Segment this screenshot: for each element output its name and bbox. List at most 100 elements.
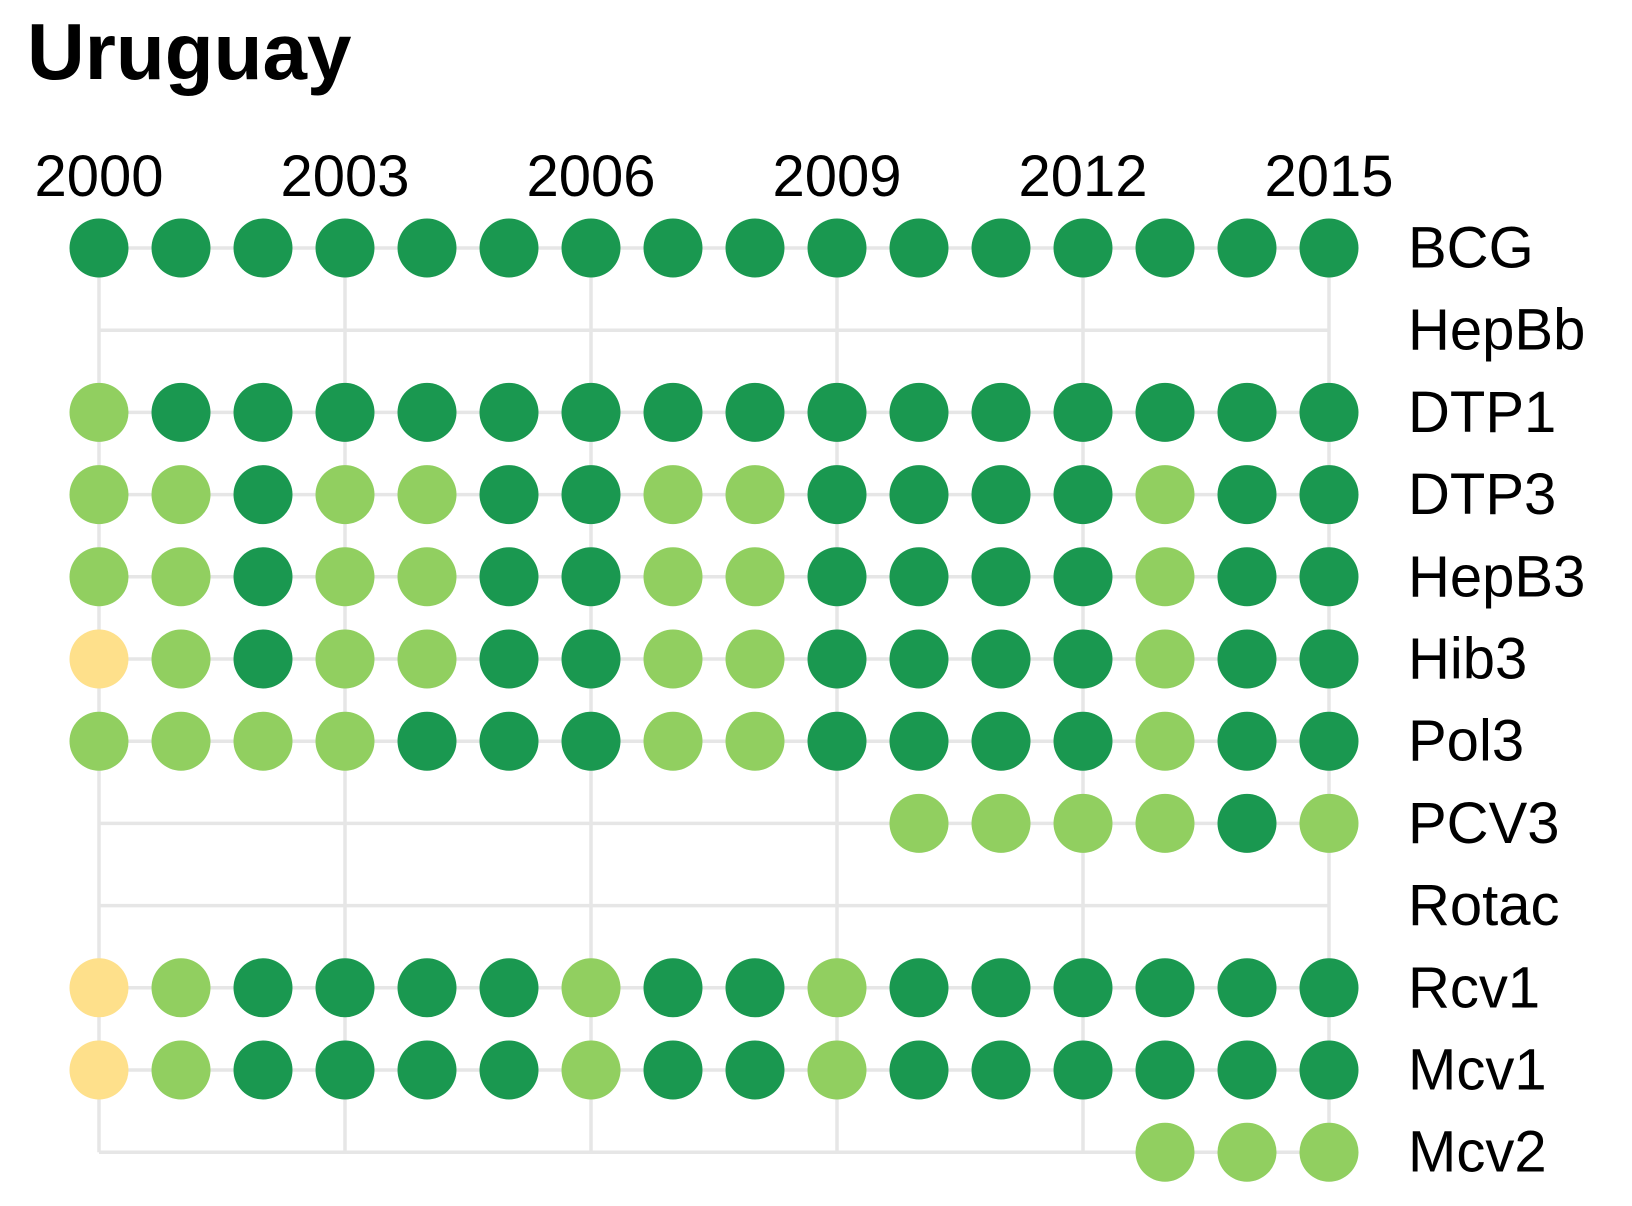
data-point [397,1040,457,1100]
data-point [397,382,457,442]
data-point [1135,547,1195,607]
data-point [807,218,867,278]
data-point [151,547,211,607]
row-label: Rcv1 [1408,955,1540,1020]
data-point [807,547,867,607]
data-point [889,1040,949,1100]
data-point [725,547,785,607]
data-point [1299,382,1359,442]
data-point [971,1040,1031,1100]
data-point [69,629,129,689]
data-point [1299,793,1359,853]
data-point [1053,465,1113,525]
row-label: DTP3 [1408,462,1556,527]
x-tick-label: 2015 [1264,144,1393,209]
data-point [971,629,1031,689]
data-point [643,958,703,1018]
data-point [233,465,293,525]
data-point [725,465,785,525]
data-point [479,382,539,442]
data-point [1217,793,1277,853]
data-point [151,218,211,278]
data-point [561,218,621,278]
data-point [151,465,211,525]
data-point [1135,958,1195,1018]
data-point [233,629,293,689]
data-point [479,629,539,689]
data-points [69,218,1359,1182]
data-point [643,382,703,442]
data-point [479,711,539,771]
data-point [479,218,539,278]
data-point [1217,218,1277,278]
data-point [725,958,785,1018]
data-point [643,218,703,278]
data-point [151,711,211,771]
data-point [151,629,211,689]
data-point [1053,382,1113,442]
data-point [971,711,1031,771]
data-point [1299,1122,1359,1182]
data-point [233,1040,293,1100]
data-point [1135,218,1195,278]
data-point [233,547,293,607]
data-point [561,629,621,689]
data-point [889,958,949,1018]
data-point [479,465,539,525]
data-point [561,958,621,1018]
row-labels: BCG HepBb DTP1 DTP3 HepB3 Hib3 Pol3 PCV3 Rotac Rc… [1408,216,1585,1185]
row-label: DTP1 [1408,380,1556,445]
data-point [807,382,867,442]
row-label: BCG [1408,216,1534,281]
data-point [971,382,1031,442]
data-point [1135,1040,1195,1100]
data-point [1053,793,1113,853]
data-point [561,382,621,442]
data-point [561,465,621,525]
data-point [315,465,375,525]
data-point [69,218,129,278]
data-point [1053,629,1113,689]
data-point [561,547,621,607]
data-point [397,465,457,525]
data-point [1053,958,1113,1018]
data-point [971,465,1031,525]
data-point [807,629,867,689]
row-label: HepBb [1408,298,1585,363]
data-point [561,711,621,771]
row-label: HepB3 [1408,544,1585,609]
data-point [643,629,703,689]
data-point [69,547,129,607]
data-point [971,958,1031,1018]
data-point [1299,711,1359,771]
data-point [725,711,785,771]
data-point [643,547,703,607]
data-point [315,547,375,607]
data-point [889,629,949,689]
data-point [1217,1122,1277,1182]
data-point [479,547,539,607]
data-point [889,711,949,771]
data-point [725,218,785,278]
data-point [1217,629,1277,689]
data-point [315,382,375,442]
data-point [233,218,293,278]
data-point [971,218,1031,278]
data-point [889,547,949,607]
data-point [69,958,129,1018]
data-point [397,629,457,689]
data-point [1135,711,1195,771]
data-point [1217,547,1277,607]
data-point [1217,1040,1277,1100]
data-point [233,958,293,1018]
data-point [233,711,293,771]
data-point [807,711,867,771]
data-point [315,958,375,1018]
data-point [971,547,1031,607]
data-point [151,1040,211,1100]
data-point [479,1040,539,1100]
data-point [1135,629,1195,689]
data-point [561,1040,621,1100]
x-axis-ticks: 2000 2003 2006 2009 2012 2015 [34,144,1393,209]
